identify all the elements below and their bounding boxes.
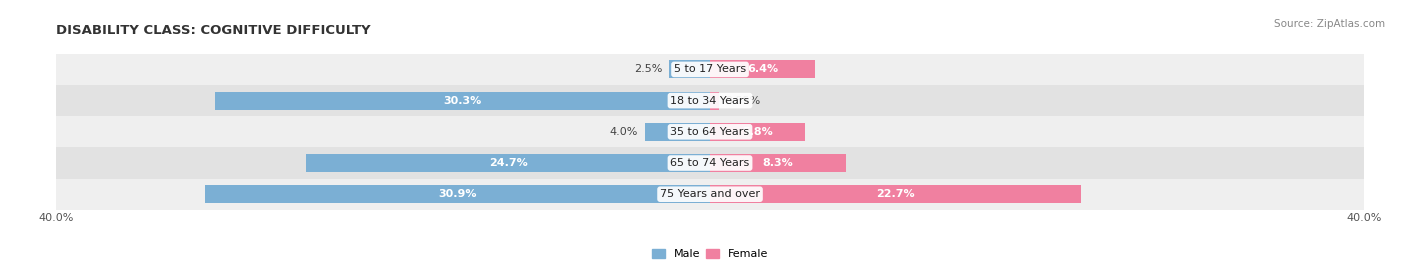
Text: 0.55%: 0.55%	[725, 95, 761, 106]
Text: 2.5%: 2.5%	[634, 64, 662, 75]
Bar	[710, 123, 804, 141]
Bar	[56, 147, 1364, 179]
Text: 35 to 64 Years: 35 to 64 Years	[671, 127, 749, 137]
Text: 18 to 34 Years: 18 to 34 Years	[671, 95, 749, 106]
Bar	[710, 154, 845, 172]
Bar	[56, 179, 1364, 210]
Text: 8.3%: 8.3%	[762, 158, 793, 168]
Text: 30.3%: 30.3%	[443, 95, 481, 106]
Text: 22.7%: 22.7%	[876, 189, 915, 199]
Bar	[56, 54, 1364, 85]
Bar	[710, 185, 1081, 203]
Text: 6.4%: 6.4%	[747, 64, 778, 75]
Bar	[307, 154, 710, 172]
Bar	[710, 60, 814, 79]
Bar	[215, 91, 710, 110]
Legend: Male, Female: Male, Female	[647, 244, 773, 264]
Text: 4.0%: 4.0%	[610, 127, 638, 137]
Text: 30.9%: 30.9%	[439, 189, 477, 199]
Bar	[710, 91, 718, 110]
Bar	[56, 85, 1364, 116]
Text: 24.7%: 24.7%	[489, 158, 527, 168]
Bar	[56, 116, 1364, 147]
Text: 75 Years and over: 75 Years and over	[659, 189, 761, 199]
Bar	[205, 185, 710, 203]
Text: DISABILITY CLASS: COGNITIVE DIFFICULTY: DISABILITY CLASS: COGNITIVE DIFFICULTY	[56, 24, 371, 37]
Text: 5.8%: 5.8%	[742, 127, 773, 137]
Text: Source: ZipAtlas.com: Source: ZipAtlas.com	[1274, 19, 1385, 29]
Text: 65 to 74 Years: 65 to 74 Years	[671, 158, 749, 168]
Bar	[644, 123, 710, 141]
Text: 5 to 17 Years: 5 to 17 Years	[673, 64, 747, 75]
Bar	[669, 60, 710, 79]
